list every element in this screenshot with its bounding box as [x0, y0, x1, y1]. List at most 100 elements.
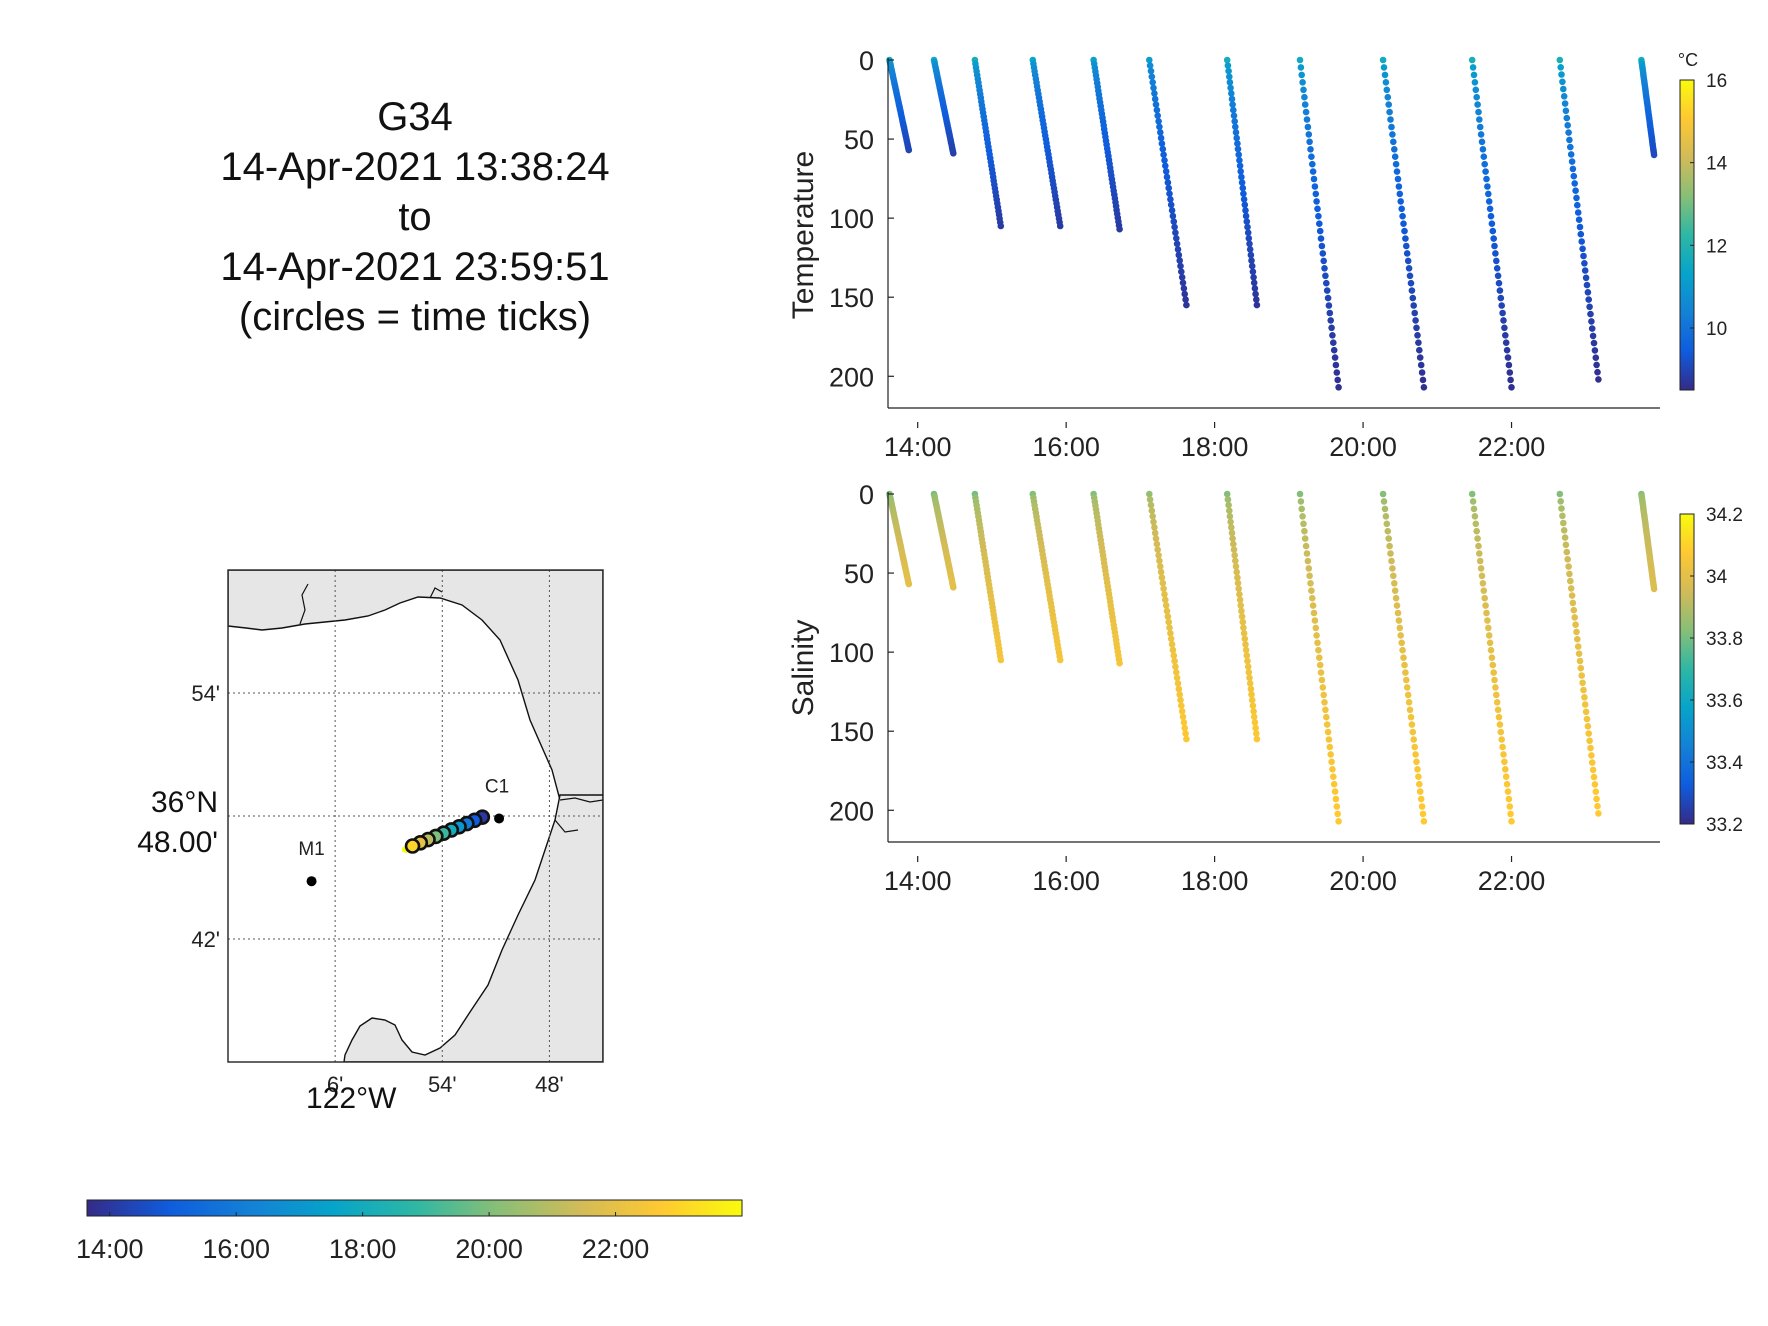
- temperature-point: [1476, 123, 1484, 131]
- temperature-point: [1565, 129, 1572, 136]
- time-tick-circle: [404, 838, 421, 854]
- temperature-point: [1152, 101, 1160, 108]
- salinity-point: [1231, 552, 1238, 559]
- salinity-point: [1158, 574, 1166, 581]
- salinity-y-tick-label: 200: [829, 796, 874, 826]
- salinity-point: [1412, 751, 1419, 758]
- salinity-x-tick-label: 22:00: [1478, 866, 1546, 896]
- temperature-point: [1567, 151, 1575, 158]
- land-north: [228, 570, 603, 801]
- temperature-point: [1323, 279, 1330, 287]
- salinity-point: [1571, 614, 1578, 621]
- temperature-point: [1240, 196, 1248, 203]
- temperature-point: [1308, 153, 1315, 160]
- salinity-point: [1396, 624, 1404, 632]
- temperature-point: [1299, 79, 1306, 86]
- salinity-point: [1403, 676, 1410, 684]
- salinity-point: [1155, 552, 1162, 559]
- salinity-point: [1246, 680, 1254, 687]
- temperature-point: [1309, 160, 1316, 168]
- temperature-point: [1328, 324, 1335, 332]
- salinity-point: [1394, 609, 1402, 617]
- temperature-point: [1558, 71, 1565, 78]
- salinity-point: [1152, 535, 1160, 542]
- salinity-point: [1559, 512, 1566, 520]
- salinity-point: [1575, 650, 1583, 657]
- salinity-point: [1242, 641, 1249, 648]
- station-marker: [494, 813, 505, 824]
- temperature-point: [1167, 201, 1175, 209]
- temperature-point: [1157, 129, 1164, 136]
- temperature-point: [1394, 175, 1402, 183]
- temperature-point: [1395, 183, 1403, 190]
- temperature-point: [1150, 84, 1157, 92]
- salinity-point: [1402, 669, 1409, 676]
- temperature-point: [1313, 198, 1320, 205]
- salinity-point: [1560, 527, 1568, 534]
- temperature-point: [1403, 242, 1410, 250]
- salinity-point: [1244, 657, 1251, 665]
- temperature-point: [1505, 361, 1513, 369]
- salinity-point: [1181, 724, 1188, 732]
- salinity-point: [1146, 496, 1154, 503]
- temperature-point: [1496, 287, 1504, 294]
- salinity-point: [1564, 556, 1571, 563]
- temperature-point: [1397, 198, 1404, 205]
- salinity-point: [1298, 505, 1305, 513]
- temperature-point: [1335, 384, 1342, 391]
- temperature-point: [1248, 257, 1255, 264]
- temperature-point: [1230, 106, 1237, 114]
- salinity-point: [1331, 788, 1339, 795]
- temperature-point: [1310, 175, 1318, 183]
- salinity-point: [1154, 546, 1161, 553]
- temperature-point: [1480, 153, 1488, 160]
- salinity-y-tick-label: 150: [829, 717, 874, 747]
- salinity-point: [1314, 639, 1321, 647]
- salinity-point: [1170, 652, 1178, 659]
- temperature-point: [1594, 368, 1601, 376]
- temperature-colorbar-tick-label: 10: [1706, 319, 1727, 340]
- temperature-point: [1174, 246, 1182, 253]
- salinity-point: [1588, 752, 1595, 759]
- salinity-point: [1242, 646, 1250, 654]
- salinity-point: [1328, 758, 1335, 766]
- salinity-point: [1229, 535, 1236, 542]
- temperature-point: [1245, 235, 1253, 242]
- temperature-point: [1412, 317, 1419, 324]
- salinity-point: [1235, 585, 1242, 592]
- salinity-point: [1246, 674, 1253, 682]
- temperature-point: [1182, 296, 1189, 303]
- temperature-x-tick-label: 16:00: [1032, 432, 1100, 462]
- temperature-point: [1232, 123, 1239, 131]
- map-lat-main-label: 36°N: [151, 786, 218, 819]
- temperature-point: [1389, 131, 1396, 138]
- salinity-point: [1304, 557, 1312, 565]
- temperature-point: [1230, 112, 1238, 119]
- temperature-point: [1166, 190, 1173, 197]
- salinity-point: [1224, 496, 1232, 503]
- salinity-point: [1400, 654, 1407, 661]
- temperature-point: [1317, 235, 1325, 242]
- temperature-point: [1253, 296, 1260, 303]
- time-colorbar-ticks: 14:00 16:00 18:00 20:00 22:00: [76, 1212, 649, 1264]
- salinity-point: [1226, 507, 1233, 514]
- temperature-profile: [886, 56, 913, 154]
- temperature-point: [1497, 294, 1505, 302]
- salinity-point: [1318, 676, 1326, 684]
- salinity-point: [1326, 743, 1334, 751]
- temperature-point: [1393, 168, 1401, 175]
- temperature-point: [1564, 122, 1571, 129]
- temperature-point: [1392, 160, 1400, 168]
- temperature-point: [1574, 201, 1581, 209]
- salinity-point: [1495, 713, 1503, 721]
- temperature-point: [1470, 71, 1478, 79]
- salinity-point: [1567, 585, 1575, 592]
- temperature-point: [1391, 153, 1399, 160]
- salinity-point: [950, 584, 957, 591]
- salinity-point: [1557, 498, 1564, 505]
- temperature-point: [1157, 134, 1165, 142]
- salinity-point: [1323, 721, 1331, 728]
- temperature-colorbar: [1679, 79, 1695, 391]
- salinity-point: [1315, 646, 1322, 654]
- temperature-point: [1312, 190, 1320, 198]
